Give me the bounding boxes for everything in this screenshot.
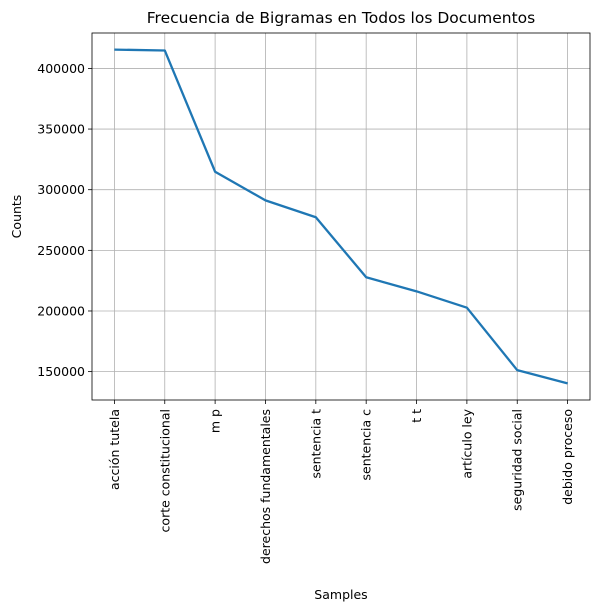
y-tick-label: 300000 bbox=[37, 182, 85, 197]
plot-frame bbox=[91, 32, 591, 401]
x-axis-title: Samples bbox=[314, 587, 367, 602]
series-line bbox=[114, 48, 568, 385]
ticks: acción tutela corte constitucional m p dere… bbox=[37, 61, 575, 564]
x-tick-label: derechos fundamentales bbox=[258, 409, 273, 564]
y-tick-label: 350000 bbox=[37, 122, 85, 137]
x-tick-label: sentencia t bbox=[308, 409, 323, 479]
x-tick-label: artículo ley bbox=[459, 408, 474, 478]
y-tick-label: 400000 bbox=[37, 61, 85, 76]
y-tick-label: 150000 bbox=[37, 364, 85, 379]
x-tick-label: acción tutela bbox=[107, 409, 122, 490]
y-tick-label: 200000 bbox=[37, 303, 85, 318]
x-tick-label: sentencia c bbox=[359, 409, 374, 481]
x-tick-label: m p bbox=[208, 409, 223, 433]
series-line-group bbox=[114, 48, 568, 385]
x-tick-label: t t bbox=[409, 409, 424, 423]
y-tick-label: 250000 bbox=[37, 243, 85, 258]
y-axis-title: Counts bbox=[9, 195, 24, 239]
chart-title: Frecuencia de Bigramas en Todos los Docu… bbox=[147, 9, 535, 27]
x-tick-label: seguridad social bbox=[510, 409, 525, 511]
x-tick-label: debido proceso bbox=[560, 409, 575, 505]
x-tick-label: corte constitucional bbox=[157, 409, 172, 532]
